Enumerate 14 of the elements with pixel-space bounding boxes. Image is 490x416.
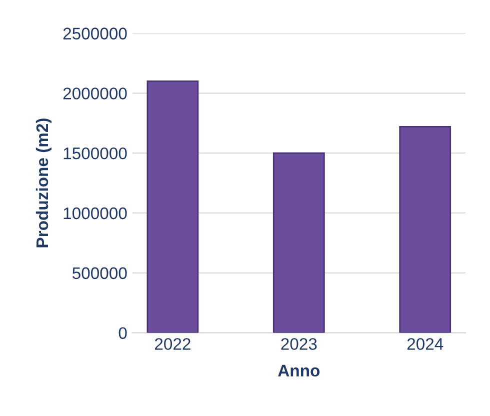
y-tick-label: 1500000 — [64, 147, 127, 160]
y-tick-label: 1000000 — [64, 207, 127, 220]
y-tick-label: 500000 — [72, 267, 127, 280]
x-tick-label: 2023 — [281, 338, 317, 350]
y-tick-label: 2000000 — [63, 88, 127, 100]
x-axis-title: Anno — [278, 364, 320, 377]
y-axis-title: Produzione (m2) — [36, 118, 52, 248]
x-tick-label: 2024 — [407, 338, 444, 350]
bar — [399, 126, 452, 333]
bar — [146, 80, 199, 333]
y-tick-label: 2500000 — [63, 28, 127, 40]
y-tick-label: 0 — [118, 327, 127, 340]
x-tick-label: 2022 — [154, 338, 190, 350]
bar — [272, 152, 325, 333]
